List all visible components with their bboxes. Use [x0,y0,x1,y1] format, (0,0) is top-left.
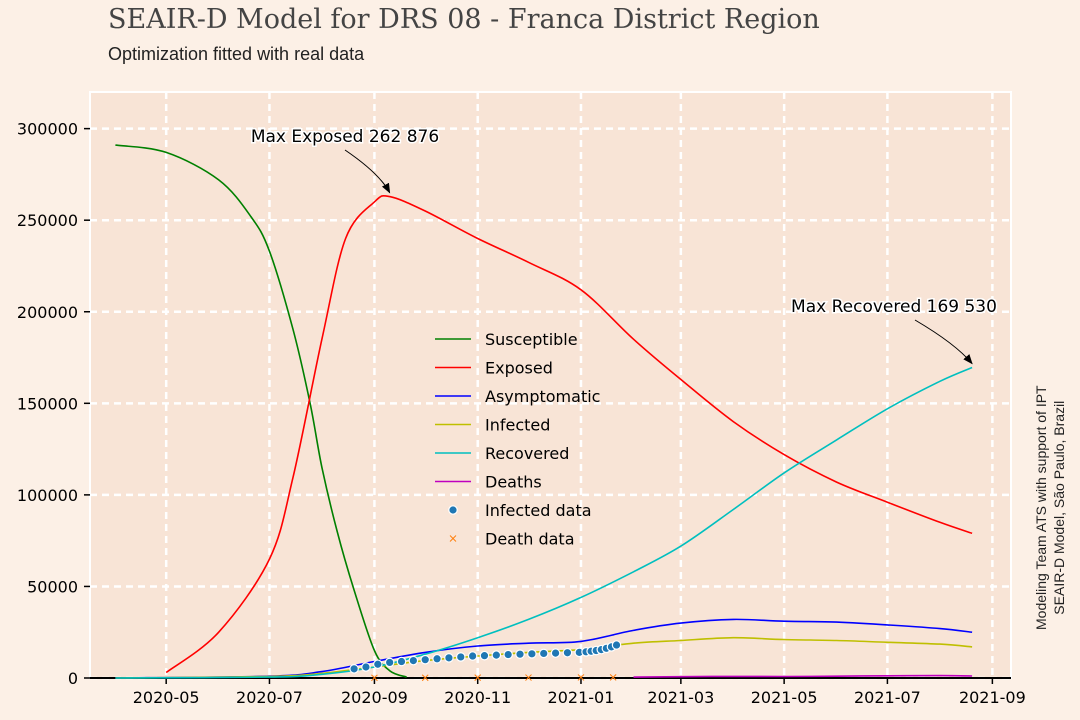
annotation-arrow [344,149,391,194]
x-tick-label: 2020-07 [236,688,303,707]
legend-item-deaths: Deaths [435,473,542,492]
legend-swatch [448,505,458,515]
x-tick-label: 2020-05 [133,688,200,707]
legend-label: Asymptomatic [485,387,600,406]
infected-data-point [444,653,454,663]
y-tick-label: 50000 [27,577,78,596]
x-tick-label: 2020-11 [444,688,511,707]
legend-label: Death data [485,530,575,549]
y-tick-label: 150000 [17,394,78,413]
infected-data-point [527,649,537,659]
legend-item-recovered: Recovered [435,444,569,463]
x-tick-label: 2021-05 [751,688,818,707]
infected-data-point [384,657,395,668]
x-axis: 2020-05 2020-07 2020-09 2020-11 2021-01 2021-… [90,677,1026,707]
x-tick-label: 2021-07 [854,688,921,707]
death-data-point [421,674,429,682]
data-points [349,640,622,682]
infected-data-point [611,640,622,650]
death-marker-stroke [525,674,532,681]
series-line-asymptomatic [115,618,973,679]
infected-data-point [467,651,478,661]
chart-title: SEAIR-D Model for DRS 08 - Franca Distri… [108,4,820,35]
legend-label: Infected [485,416,550,435]
legend-item-asymptomatic: Asymptomatic [435,387,600,406]
grid-lines [90,92,1011,680]
legend-label: Susceptible [485,330,578,349]
death-marker-stroke [371,674,378,682]
death-data-point [474,674,482,681]
infected-data-point [562,647,573,658]
death-marker-stroke [609,674,617,681]
infected-data-point [373,659,383,670]
series-line-exposed [165,194,973,674]
chart-subtitle: Optimization fitted with real data [108,44,365,64]
death-data-point [525,674,532,681]
series-line-recovered [115,366,973,679]
infected-data-point [361,662,371,672]
x-tick-label: 2021-03 [647,688,714,707]
death-data-point [371,674,378,682]
y-tick-label: 100000 [17,486,78,505]
legend-item-susceptible: Susceptible [435,330,578,349]
legend-label: Infected data [485,501,592,520]
y-tick-label: 200000 [17,303,78,322]
annotation-max-recovered: Max Recovered 169 530 [791,297,997,317]
infected-data-point [515,649,525,659]
y-tick-label: 0 [68,669,78,688]
x-tick-label: 2020-09 [341,688,408,707]
legend-item-exposed: Exposed [435,359,553,378]
death-data-point [577,674,585,681]
plot-area [89,91,1012,679]
legend-item-infected: Infected [435,416,550,435]
legend-item-infected-data: Infected data [448,501,592,520]
annotations: Max Exposed 262 876 Max Recovered 169 530 [249,126,998,365]
series-line-susceptible [115,144,407,678]
legend-label: Recovered [485,444,569,463]
y-axis: 0 50000 100000 150000 200000 250000 300000 [17,120,90,688]
death-marker-stroke [577,674,585,681]
infected-data-point [503,649,513,660]
y-tick-label: 300000 [17,120,78,139]
infected-data-point [455,652,466,662]
infected-data-point [349,664,359,674]
infected-data-point [408,655,419,666]
series-line-deaths [633,674,973,678]
annotation-max-exposed: Max Exposed 262 876 [251,127,439,147]
credits-note: Modeling Team ATS with support of IPT SE… [1032,385,1068,630]
infected-data-point [432,653,442,664]
credits-line-2: SEAIR-D Model, São Paulo, Brazil [1051,400,1067,615]
legend-label: Exposed [485,359,553,378]
y-tick-label: 250000 [17,211,78,230]
legend-swatch [449,535,457,542]
x-tick-label: 2021-01 [548,688,615,707]
infected-data-point [550,648,561,658]
legend: Susceptible Exposed Asymptomatic Infected Re… [435,330,600,549]
infected-data-point [420,654,431,665]
infected-data-point [479,650,490,661]
legend-label: Deaths [485,473,542,492]
credits-line-1: Modeling Team ATS with support of IPT [1033,385,1049,630]
infected-data-point [491,650,502,660]
annotation-arrow [914,319,973,365]
death-marker-stroke [474,674,482,681]
infected-data-point [396,656,407,667]
infected-data-point [538,648,549,659]
x-tick-label: 2021-09 [959,688,1026,707]
legend-item-death-data: Death data [449,530,575,549]
death-marker-stroke [421,674,429,682]
death-data-point [609,674,617,681]
